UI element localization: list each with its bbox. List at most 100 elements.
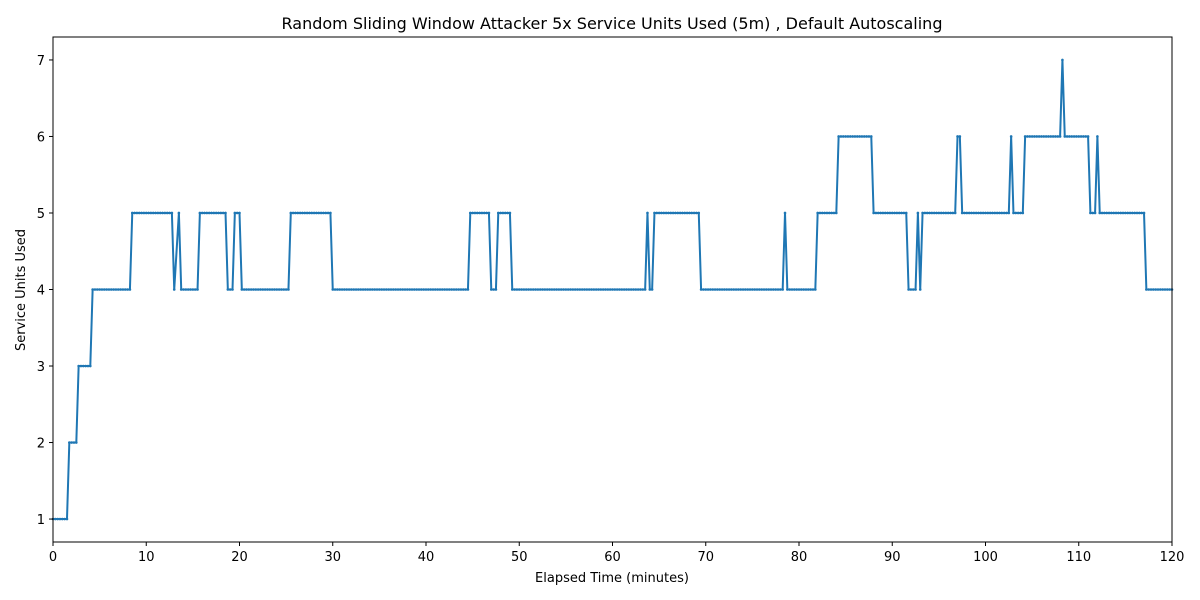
data-point [531,288,535,291]
data-point [816,211,819,215]
data-point [648,288,652,291]
data-point [800,288,803,291]
data-point [1016,211,1020,215]
data-point [294,211,297,215]
data-point [1140,211,1143,215]
data-point [1040,135,1043,138]
data-point [475,211,479,215]
data-point [452,288,456,291]
data-point [930,211,934,215]
data-point [1159,288,1162,291]
data-point [464,288,467,291]
data-point [1056,135,1060,138]
data-point [545,288,549,291]
data-point [77,364,80,368]
data-point [140,211,143,215]
data-point [730,288,733,291]
x-tick-label: 40 [418,550,435,565]
data-point [580,288,584,291]
data-point [441,288,444,291]
data-point [93,288,97,291]
data-point [427,288,430,291]
data-point [786,288,789,291]
data-point [848,135,852,138]
data-point [783,211,787,215]
data-point [587,288,591,291]
data-point [263,288,267,291]
y-axis-label: Service Units Used [14,229,29,351]
data-point [1033,135,1036,138]
x-tick-label: 60 [604,550,621,565]
data-point [793,288,796,291]
data-point [107,288,111,291]
data-point [373,288,377,291]
data-point [620,288,624,291]
data-point [942,211,945,215]
data-point [622,288,626,291]
data-point [569,288,572,291]
data-point [932,211,936,215]
data-point [744,288,747,291]
data-point [165,211,169,215]
data-point [667,211,670,215]
data-point [317,211,321,215]
data-point [1012,211,1015,215]
data-point [343,288,346,291]
data-point [918,288,922,291]
data-point [636,288,640,291]
data-point [333,288,337,291]
data-point [501,211,505,215]
data-point [401,288,404,291]
data-point [599,288,603,291]
data-point [214,211,218,215]
data-point [951,211,955,215]
data-point [779,288,782,291]
data-point [923,211,927,215]
data-point [846,135,850,138]
data-point [443,288,446,291]
data-point [480,211,484,215]
data-point [895,211,899,215]
data-point [548,288,551,291]
data-point [949,211,952,215]
data-point [825,211,829,215]
data-point [473,211,477,215]
data-point [562,288,565,291]
data-point [552,288,556,291]
data-point [685,211,689,215]
data-point [809,288,812,291]
data-point [485,211,488,215]
data-point [75,441,78,444]
x-tick-label: 70 [697,550,714,565]
data-point [408,288,411,291]
data-point [1030,135,1034,138]
data-point [1002,211,1006,215]
data-point [510,288,514,291]
data-point [674,211,677,215]
data-point [58,517,62,521]
data-point [939,211,943,215]
data-point [268,288,272,291]
data-point [193,288,197,291]
data-point [210,211,213,215]
data-point [375,288,379,291]
data-point [993,211,997,215]
data-point [867,135,871,138]
data-point [112,288,115,291]
data-point [597,288,600,291]
data-point [986,211,990,215]
data-point [538,288,542,291]
data-point [420,288,423,291]
data-point [128,288,132,291]
data-point [422,288,425,291]
data-point [727,288,731,291]
x-tick-label: 50 [511,550,528,565]
data-point [723,288,726,291]
data-point [387,288,391,291]
data-point [902,211,906,215]
data-point [1093,211,1097,215]
data-point [326,211,330,215]
data-point [280,288,283,291]
x-tick-label: 80 [791,550,808,565]
